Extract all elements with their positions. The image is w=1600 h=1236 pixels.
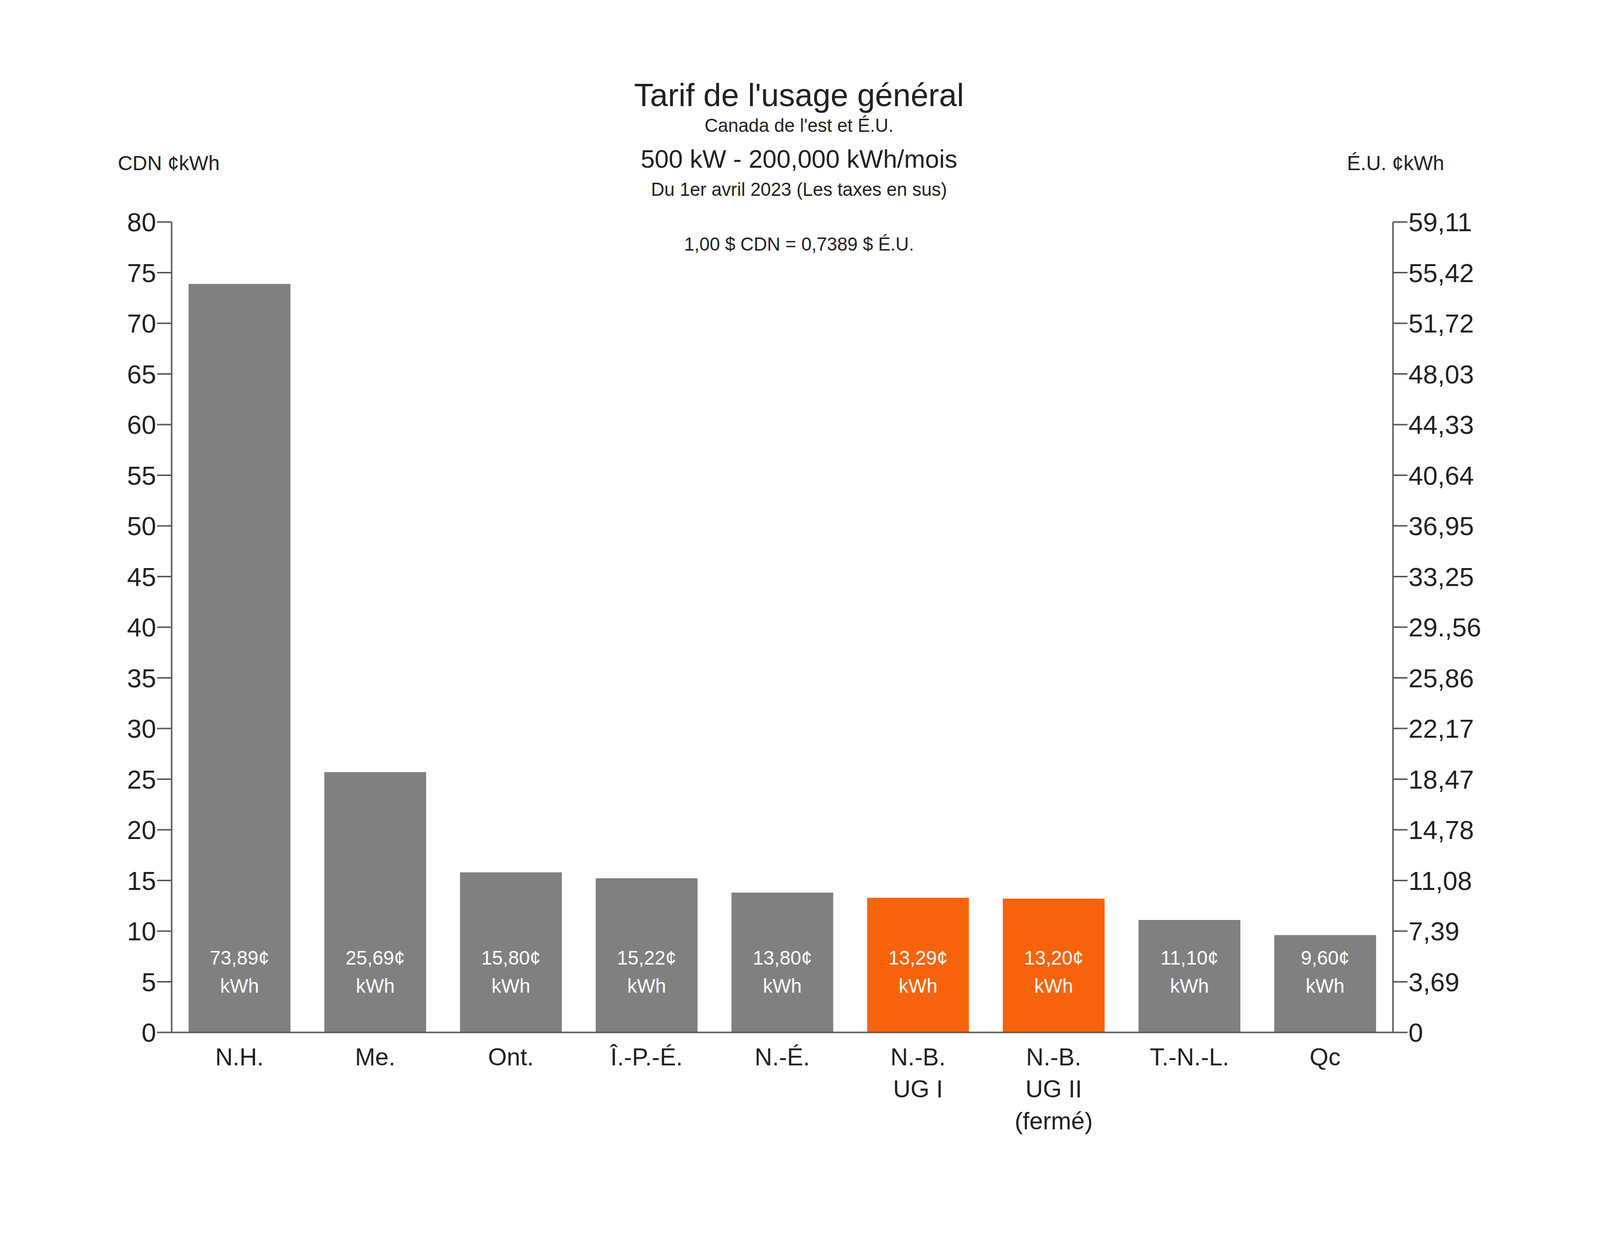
svg-text:22,17: 22,17 <box>1408 714 1474 744</box>
svg-text:30: 30 <box>127 714 157 744</box>
svg-text:Me.: Me. <box>354 1043 396 1072</box>
svg-text:40: 40 <box>127 612 157 642</box>
html-text:500 kW - 200,000 kWh/mois: 500 kW - 200,000 kWh/mois <box>640 144 958 174</box>
svg-text:N.-É.: N.-É. <box>754 1043 811 1072</box>
svg-text:75: 75 <box>127 258 157 288</box>
svg-text:59,11: 59,11 <box>1408 207 1472 237</box>
svg-text:15: 15 <box>127 866 157 896</box>
svg-text:14,78: 14,78 <box>1408 815 1474 845</box>
html-text:CDN ¢kWh: CDN ¢kWh <box>117 151 220 175</box>
svg-text:7,39: 7,39 <box>1408 916 1460 946</box>
svg-text:65: 65 <box>127 359 157 389</box>
svg-text:40,64: 40,64 <box>1408 461 1474 491</box>
svg-text:15,22¢kWh: 15,22¢kWh <box>616 947 676 997</box>
html-text:Du 1er avril 2023 (Les taxes e: Du 1er avril 2023 (Les taxes en sus) <box>651 179 948 200</box>
svg-text:15,80¢kWh: 15,80¢kWh <box>481 947 541 997</box>
svg-text:48,03: 48,03 <box>1408 359 1474 389</box>
svg-text:50: 50 <box>127 511 157 541</box>
svg-text:10: 10 <box>127 916 157 946</box>
svg-text:80: 80 <box>127 207 157 237</box>
svg-text:25,69¢kWh: 25,69¢kWh <box>345 947 405 997</box>
svg-text:3,69: 3,69 <box>1408 967 1460 997</box>
svg-text:Qc: Qc <box>1309 1043 1341 1072</box>
svg-text:11,08: 11,08 <box>1408 866 1472 896</box>
svg-text:25: 25 <box>127 765 157 795</box>
svg-text:35: 35 <box>127 663 157 693</box>
svg-text:T.-N.-L.: T.-N.-L. <box>1149 1043 1230 1072</box>
svg-text:5: 5 <box>141 967 157 997</box>
svg-text:70: 70 <box>127 308 157 338</box>
svg-text:45: 45 <box>127 562 157 592</box>
svg-text:13,29¢kWh: 13,29¢kWh <box>888 947 948 997</box>
svg-text:9,60¢kWh: 9,60¢kWh <box>1300 947 1350 997</box>
svg-text:13,20¢kWh: 13,20¢kWh <box>1024 947 1084 997</box>
svg-text:55: 55 <box>127 461 157 491</box>
svg-text:0: 0 <box>141 1018 157 1048</box>
svg-text:18,47: 18,47 <box>1408 765 1474 795</box>
svg-text:36,95: 36,95 <box>1408 511 1474 541</box>
svg-text:44,33: 44,33 <box>1408 410 1474 440</box>
html-text:É.U. ¢kWh: É.U. ¢kWh <box>1346 151 1445 175</box>
svg-text:51,72: 51,72 <box>1408 308 1474 338</box>
svg-text:20: 20 <box>127 815 157 845</box>
svg-text:N.-B.UG II(fermé): N.-B.UG II(fermé) <box>1014 1043 1093 1136</box>
svg-text:55,42: 55,42 <box>1408 258 1474 288</box>
svg-text:N.H.: N.H. <box>215 1043 264 1072</box>
svg-text:Î.-P.-É.: Î.-P.-É. <box>609 1043 683 1072</box>
svg-text:0: 0 <box>1408 1018 1424 1048</box>
svg-text:11,10¢kWh: 11,10¢kWh <box>1160 947 1219 997</box>
html-text:1,00 $ CDN = 0,7389 $ É.U.: 1,00 $ CDN = 0,7389 $ É.U. <box>684 234 914 255</box>
svg-text:Ont.: Ont. <box>487 1043 534 1072</box>
svg-text:25,86: 25,86 <box>1408 663 1474 693</box>
html-text:Canada de l'est et É.U.: Canada de l'est et É.U. <box>704 115 894 136</box>
svg-text:13,80¢kWh: 13,80¢kWh <box>752 947 812 997</box>
svg-text:73,89¢kWh: 73,89¢kWh <box>209 947 270 997</box>
svg-text:29.,56: 29.,56 <box>1408 612 1482 642</box>
svg-text:N.-B.UG I: N.-B.UG I <box>890 1043 946 1104</box>
html-text:Tarif de l'usage général: Tarif de l'usage général <box>634 77 964 113</box>
svg-text:33,25: 33,25 <box>1408 562 1474 592</box>
svg-text:60: 60 <box>127 410 157 440</box>
